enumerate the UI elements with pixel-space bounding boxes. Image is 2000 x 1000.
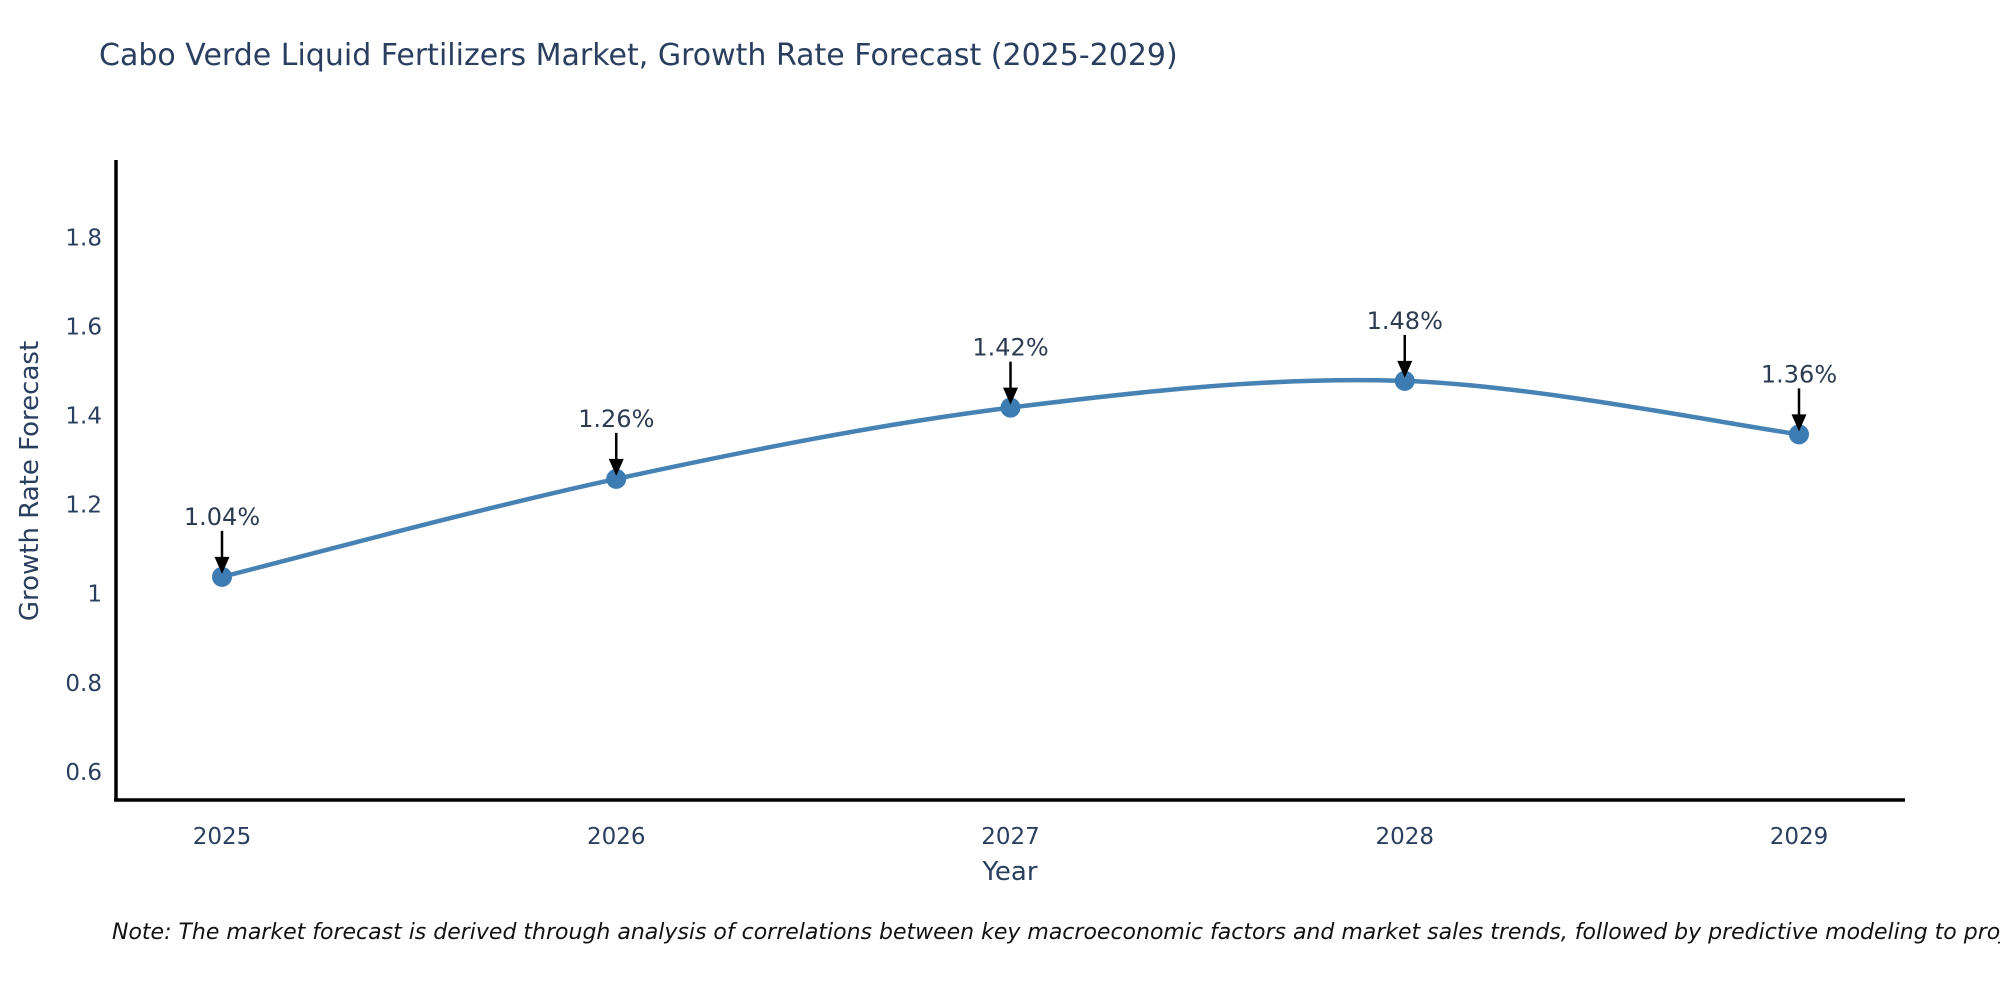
y-tick-label: 1.4 <box>65 404 102 430</box>
x-tick-label: 2026 <box>587 824 646 850</box>
annotation-arrowhead <box>214 556 230 574</box>
annotation-label: 1.48% <box>1367 307 1443 335</box>
y-tick-label: 1.2 <box>65 493 102 519</box>
y-tick-label: 1.8 <box>65 225 102 251</box>
data-point-marker[interactable] <box>1789 424 1809 445</box>
y-axis-title: Growth Rate Forecast <box>15 340 45 622</box>
x-tick-label: 2028 <box>1375 824 1434 850</box>
annotation-label: 1.36% <box>1761 360 1837 388</box>
y-tick-label: 1 <box>87 582 102 608</box>
x-tick-label: 2025 <box>193 824 252 850</box>
y-tick-label: 0.6 <box>65 760 102 786</box>
data-point-marker[interactable] <box>1394 370 1415 391</box>
annotation-arrowhead <box>1397 360 1413 378</box>
data-point-marker[interactable] <box>212 566 232 587</box>
annotation-label: 1.26% <box>578 405 654 433</box>
x-axis-title: Year <box>982 857 1038 887</box>
annotation-arrowhead <box>1791 414 1807 432</box>
y-tick-label: 0.8 <box>65 671 102 697</box>
y-tick-label: 1.6 <box>65 314 102 340</box>
data-point-marker[interactable] <box>606 468 627 489</box>
annotation-arrowhead <box>608 458 624 476</box>
annotation-arrowhead <box>1003 387 1018 405</box>
annotation-label: 1.04% <box>184 503 260 531</box>
data-point-marker[interactable] <box>1000 397 1021 418</box>
x-tick-label: 2029 <box>1770 824 1829 850</box>
chart-title: Cabo Verde Liquid Fertilizers Market, Gr… <box>99 38 1178 73</box>
annotation-label: 1.42% <box>972 334 1048 362</box>
chart-note: Note: The market forecast is derived thr… <box>112 920 2000 945</box>
x-tick-label: 2027 <box>981 824 1040 850</box>
